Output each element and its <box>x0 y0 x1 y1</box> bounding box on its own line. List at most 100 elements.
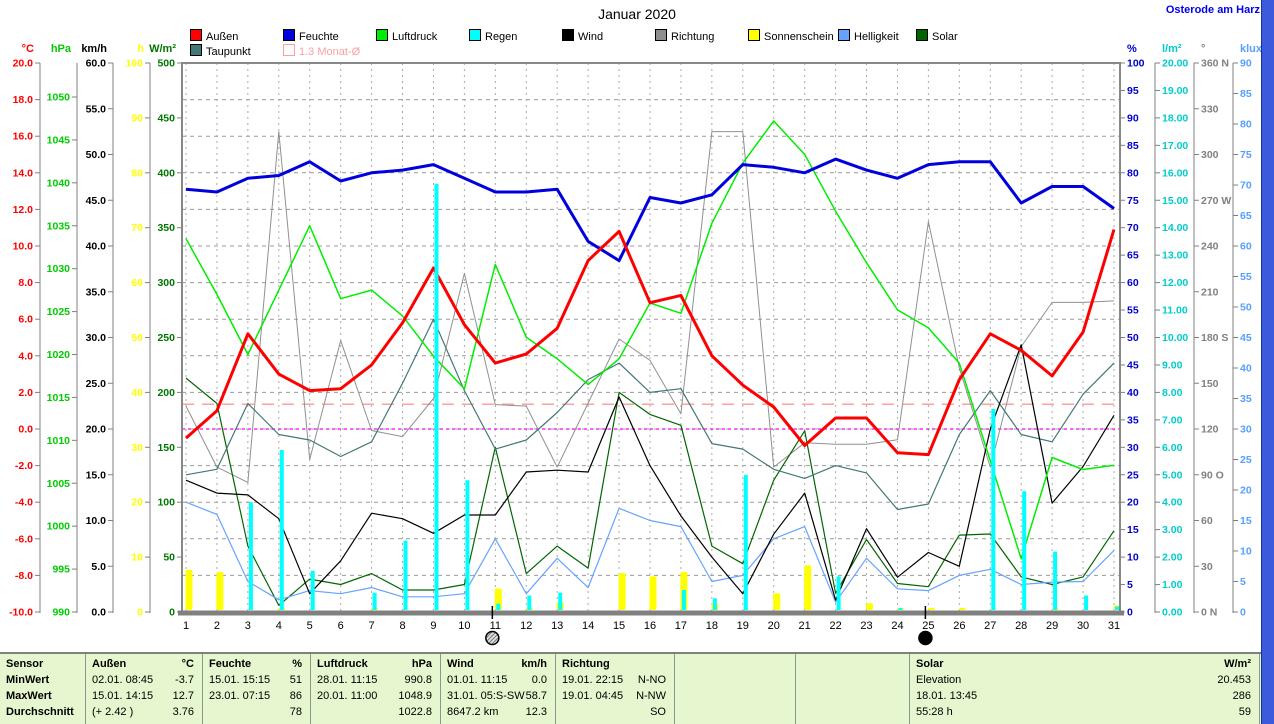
series-außen <box>185 229 1116 457</box>
series-wind <box>185 344 1115 601</box>
axis-tick-label-hpa: 1005 <box>47 478 71 490</box>
cell-value: N-NO <box>637 674 666 686</box>
axis-tick-label-dir: 0 N <box>1201 607 1217 619</box>
legend-color-swatch <box>469 29 481 41</box>
legend-color-swatch <box>190 29 202 41</box>
legend-label: Solar <box>932 31 958 43</box>
cell-text: 31.01. 05:S-SW <box>447 690 525 702</box>
axis-tick-label-dir: 360 N <box>1201 58 1229 70</box>
bar-sonnenschein <box>618 573 626 610</box>
bar-regen <box>712 598 717 610</box>
cell-value: 3.76 <box>172 706 194 718</box>
axis-tick-label-lm2: 5.00 <box>1162 469 1183 481</box>
axis-tick-label-temp: 16.0 <box>13 131 34 143</box>
cell-text: 19.01. 22:15 <box>562 674 624 686</box>
bar-regen <box>681 590 686 610</box>
cell-text: 20.01. 11:00 <box>317 690 378 702</box>
cell-value: 58.7 <box>525 690 547 702</box>
axis-tick-label-dir: 330 <box>1201 103 1219 115</box>
cell-text: 28.01. 11:15 <box>317 674 378 686</box>
cell-value: W/m² <box>1224 658 1251 670</box>
axis-tick-label-temp: -10.0 <box>9 607 33 619</box>
axis-tick-label-lm2: 9.00 <box>1162 359 1183 371</box>
table-cell: MinWert <box>6 672 77 688</box>
x-axis-day-label: 22 <box>829 620 841 632</box>
axis-tick-label-hours: 70 <box>131 222 143 234</box>
cell-value: 1022.8 <box>398 706 432 718</box>
x-axis-day-label: 2 <box>214 620 220 632</box>
legend-color-swatch <box>916 29 928 41</box>
x-axis-day-label: 18 <box>706 620 718 632</box>
x-axis-day-label: 7 <box>369 620 375 632</box>
table-col-solar: Solar W/m² Elevation 20.453 18.01. 13:45 286 5… <box>910 654 1260 724</box>
table-col-empty <box>796 654 910 724</box>
axis-tick-label-kmh: 25.0 <box>86 378 107 390</box>
bar-regen <box>1084 595 1089 610</box>
axis-tick-label-lm2: 14.00 <box>1162 222 1188 234</box>
x-axis-day-label: 19 <box>737 620 749 632</box>
table-col-richtung: Richtung 19.01. 22:15 N-NO 19.01. 04:45 N-NW… <box>556 654 675 724</box>
cell-text: 8647.2 km <box>447 706 499 718</box>
axis-tick-label-wm2: 0 <box>169 607 175 619</box>
x-axis-day-label: 14 <box>582 620 594 632</box>
table-cell: 01.01. 11:15 0.0 <box>447 672 547 688</box>
cell-text: 18.01. 13:45 <box>916 690 978 702</box>
legend-color-swatch <box>748 29 760 41</box>
axis-tick-label-hours: 60 <box>131 277 143 289</box>
table-cell: 15.01. 15:15 51 <box>209 672 302 688</box>
axis-unit-percent: % <box>1127 43 1137 55</box>
axis-tick-label-wm2: 300 <box>157 277 175 289</box>
bar-regen <box>310 570 315 610</box>
x-axis-day-label: 11 <box>490 620 501 632</box>
cell-value: 59 <box>1238 706 1251 718</box>
axis-tick-label-temp: 12.0 <box>13 204 34 216</box>
axis-unit-dir: ° <box>1201 43 1205 55</box>
axis-tick-label-dir: 180 S <box>1201 332 1228 344</box>
table-cell: Durchschnitt <box>6 704 77 720</box>
axis-tick-label-wm2: 400 <box>157 167 175 179</box>
bar-sonnenschein <box>773 593 781 610</box>
axis-tick-label-wm2: 450 <box>157 112 175 124</box>
axis-tick-label-percent: 85 <box>1127 140 1139 152</box>
legend-color-swatch <box>190 44 202 56</box>
axis-tick-label-lm2: 7.00 <box>1162 414 1183 426</box>
legend-item-helligkeit: Helligkeit <box>838 29 899 43</box>
axis-tick-label-percent: 25 <box>1127 469 1139 481</box>
cell-value: 86 <box>289 690 302 702</box>
axis-tick-label-dir: 300 <box>1201 149 1219 161</box>
axis-tick-label-percent: 55 <box>1127 305 1139 317</box>
legend-item-solar: Solar <box>916 29 958 43</box>
axis-tick-label-kmh: 50.0 <box>86 149 107 161</box>
cell-value: % <box>292 658 302 670</box>
cell-text: Sensor <box>6 658 44 670</box>
axis-tick-label-klux: 55 <box>1240 271 1252 283</box>
table-cell: 20.01. 11:00 1048.9 <box>317 688 432 704</box>
axis-tick-label-klux: 20 <box>1240 485 1252 497</box>
cell-value: 1048.9 <box>398 690 432 702</box>
table-col-wind: Wind km/h 01.01. 11:15 0.0 31.01. 05:S-SW 58.… <box>441 654 556 724</box>
x-axis-day-label: 26 <box>953 620 965 632</box>
cell-text: Wind <box>447 658 474 670</box>
legend-item-sonnenschein: Sonnenschein <box>748 29 834 43</box>
axis-tick-label-lm2: 15.00 <box>1162 195 1188 207</box>
x-axis-day-label: 12 <box>520 620 532 632</box>
legend-label: Außen <box>206 31 239 43</box>
axis-tick-label-percent: 60 <box>1127 277 1139 289</box>
cell-text: 55:28 h <box>916 706 953 718</box>
axis-tick-label-dir: 120 <box>1201 424 1219 436</box>
series-richtung <box>185 131 1115 483</box>
cell-value: 12.3 <box>525 706 547 718</box>
table-cell: 55:28 h 59 <box>916 704 1251 720</box>
cell-value: 990.8 <box>404 674 432 686</box>
bar-regen <box>465 480 470 610</box>
table-cell <box>681 688 787 704</box>
x-axis-day-label: 25 <box>922 620 934 632</box>
legend-label: Taupunkt <box>206 46 251 58</box>
axis-tick-label-kmh: 60.0 <box>86 58 107 70</box>
legend-color-swatch <box>562 29 574 41</box>
table-cell: Elevation 20.453 <box>916 672 1251 688</box>
bar-sonnenschein <box>958 608 966 610</box>
x-axis-day-label: 9 <box>430 620 436 632</box>
cell-text: (+ 2.42 ) <box>92 706 134 718</box>
